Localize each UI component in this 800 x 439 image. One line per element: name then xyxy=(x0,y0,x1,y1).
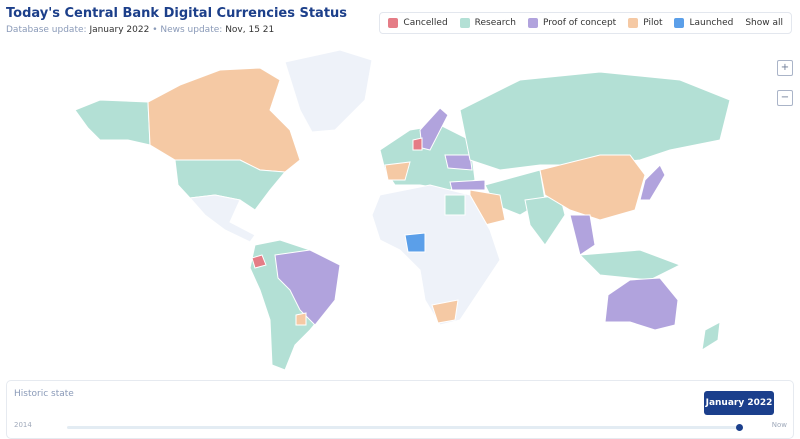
legend-swatch xyxy=(459,18,470,28)
zoom-in[interactable]: + xyxy=(777,60,793,76)
title: Today's Central Bank Digital Currencies … xyxy=(6,6,348,21)
zoom-out[interactable]: − xyxy=(777,90,793,106)
region xyxy=(449,179,486,191)
legend-item[interactable]: Launched xyxy=(674,18,733,28)
legend-swatch xyxy=(674,18,685,28)
region xyxy=(371,184,501,326)
legend-item[interactable]: Research xyxy=(459,18,516,28)
legend-item[interactable]: Cancelled xyxy=(388,18,448,28)
region xyxy=(459,71,731,171)
region xyxy=(539,154,646,221)
region xyxy=(274,249,341,326)
region xyxy=(188,194,256,243)
legend-swatch xyxy=(388,18,399,28)
legend-swatch xyxy=(527,18,538,28)
timeline-tooltip: January 2022 xyxy=(704,391,774,415)
region xyxy=(384,161,411,181)
legend-label: Pilot xyxy=(643,18,663,28)
timeline: Historic state 2014 Now xyxy=(6,380,794,439)
legend-label: Launched xyxy=(689,18,734,28)
region xyxy=(569,214,596,256)
legend-swatch xyxy=(628,18,639,28)
region xyxy=(431,299,459,324)
value: Nov, 15 21 xyxy=(225,25,275,35)
timeline-track[interactable] xyxy=(67,426,739,429)
region xyxy=(578,249,682,281)
region xyxy=(404,232,426,253)
label: News update: xyxy=(160,25,223,35)
region xyxy=(639,164,666,201)
update-info: Database update: January 2022 • News upd… xyxy=(6,25,274,35)
region xyxy=(604,277,679,331)
region xyxy=(174,159,287,211)
region xyxy=(444,194,466,216)
legend-label: Proof of concept xyxy=(542,18,617,28)
separator: • xyxy=(152,25,161,35)
region xyxy=(74,99,151,146)
value: January 2022 xyxy=(89,25,150,35)
legend: Cancelled Research Proof of concept Pilot La… xyxy=(379,12,792,34)
legend-label: Cancelled xyxy=(403,18,448,28)
label: Database update: xyxy=(6,25,87,35)
region xyxy=(284,49,373,133)
region xyxy=(701,321,721,351)
legend-item[interactable]: Pilot xyxy=(628,18,662,28)
show-all[interactable]: Show all xyxy=(745,18,783,28)
region xyxy=(251,254,267,269)
region xyxy=(295,312,307,326)
timeline-start: 2014 xyxy=(14,421,32,429)
legend-label: Research xyxy=(474,18,516,28)
timeline-end: Now xyxy=(771,421,787,429)
region xyxy=(444,154,473,171)
legend-item[interactable]: Proof of concept xyxy=(527,18,617,28)
region xyxy=(412,137,423,151)
timeline-handle[interactable] xyxy=(736,424,743,431)
timeline-title: Historic state xyxy=(14,389,74,399)
